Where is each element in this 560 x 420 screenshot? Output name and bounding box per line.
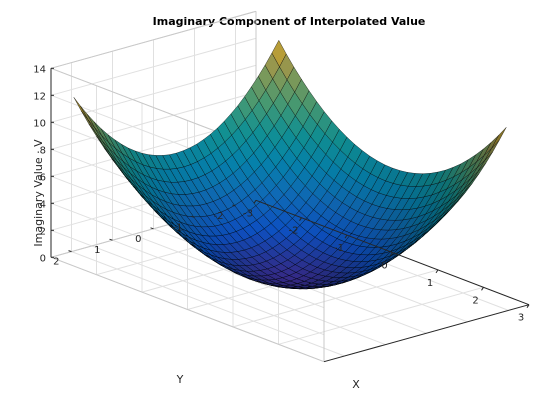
x-tick-mark [299,217,302,221]
x-tick-label: -3 [243,208,253,219]
chart-title: Imaginary Component of Interpolated Valu… [153,15,426,28]
z-tick-label: 4 [40,199,46,210]
z-tick-label: 6 [40,172,46,183]
x-tick-mark [390,252,393,256]
x-tick-mark [526,304,530,308]
x-tick-label: 1 [427,278,433,289]
floor-grid-line [112,239,386,346]
wall-grid-line [50,202,325,309]
x-tick-label: 2 [472,295,478,306]
wall-grid-line [50,229,325,336]
surface-mesh [73,39,507,290]
x-tick-mark [435,269,439,274]
z-axis-label: Imaginary Value · V [32,139,45,247]
x-tick-mark [344,234,348,239]
y-axis-line [323,304,530,363]
z-tick-label: 2 [40,226,46,237]
z-tick-label: 0 [40,253,46,264]
z-tick-label: 10 [33,118,46,129]
y-tick-mark [150,227,154,230]
z-tick-label: 12 [33,91,46,102]
y-tick-label: 1 [94,245,100,256]
x-tick-mark [481,287,484,291]
axes-box-edge [50,256,325,363]
wall-grid-line [50,37,257,96]
y-tick-label: 0 [135,234,141,245]
y-tick-mark [191,215,195,218]
y-axis-label: Y [176,373,184,386]
y-tick-mark [68,250,72,253]
x-tick-label: -1 [334,243,344,254]
axes-box-edge [50,10,257,69]
z-tick-label: 8 [40,145,46,156]
y-tick-mark [232,204,236,207]
wall-grid-line [50,91,257,150]
y-tick-label: -2 [214,211,224,222]
surface-patch [491,127,507,149]
y-tick-label: -1 [173,222,183,233]
x-tick-mark [253,200,257,204]
z-tick-label: 14 [33,64,46,75]
axes-front [50,67,530,363]
x-tick-label: 0 [381,261,387,272]
floor-grid-line [71,251,345,357]
x-axis-label: X [352,378,360,391]
x-tick-label: 3 [518,313,524,324]
y-tick-mark [109,238,113,241]
x-tick-label: -2 [289,226,299,237]
y-tick-label: 2 [53,257,59,268]
